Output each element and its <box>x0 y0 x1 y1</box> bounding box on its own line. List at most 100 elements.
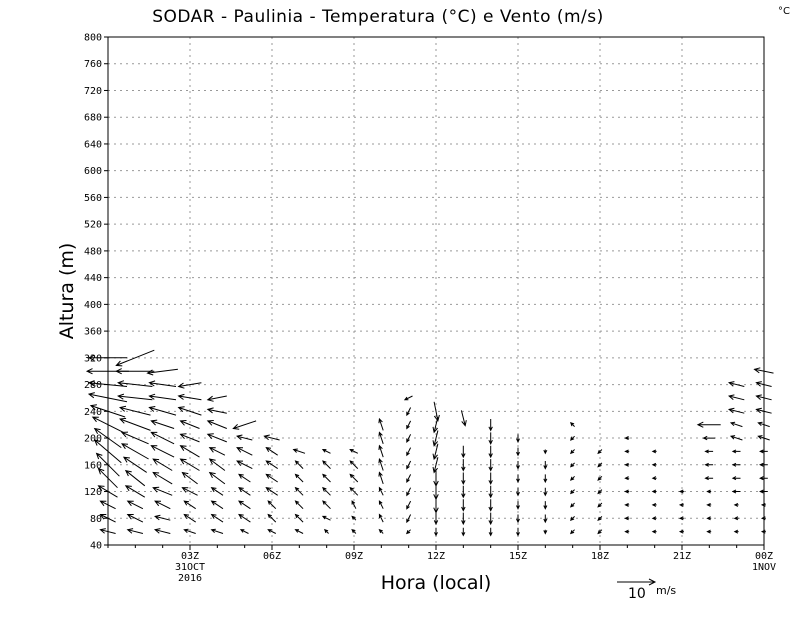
wind-vector-arrow <box>704 462 714 467</box>
x-tick-label: 03Z <box>181 551 199 562</box>
wind-vector-arrow <box>753 367 774 374</box>
wind-vector-arrow <box>461 499 466 512</box>
wind-vector-arrow <box>731 462 741 467</box>
y-tick-label: 760 <box>84 59 102 70</box>
wind-vector-arrow <box>292 448 306 454</box>
wind-vector-arrow <box>322 500 331 510</box>
wind-vector-arrow <box>210 500 224 510</box>
wind-vector-arrow <box>294 513 304 523</box>
wind-vector-arrow <box>117 380 153 387</box>
wind-vector-arrow <box>624 529 630 534</box>
x-axis-label: Hora (local) <box>381 572 492 594</box>
wind-vector-arrow <box>152 486 173 496</box>
wind-vector-arrow <box>406 514 412 524</box>
wind-vector-arrow <box>322 473 331 483</box>
wind-vector-arrow <box>294 529 304 534</box>
reference-vector-value: 10 <box>628 586 646 602</box>
wind-vector-arrow <box>433 401 440 422</box>
y-tick-label: 240 <box>84 407 102 418</box>
wind-vector-arrow <box>351 500 357 509</box>
wind-vector-arrow <box>759 462 768 467</box>
chart-title: SODAR - Paulinia - Temperatura (°C) e Ve… <box>152 7 604 27</box>
wind-vector-arrow <box>406 460 412 470</box>
wind-vector-arrow <box>432 430 439 447</box>
wind-vector-arrow <box>93 427 122 449</box>
wind-vector-arrow <box>624 462 630 467</box>
wind-vector-arrow <box>179 458 200 471</box>
wind-vector-arrow <box>99 500 116 510</box>
wind-vector-arrow <box>434 527 438 537</box>
wind-vector-arrow <box>624 476 630 481</box>
wind-vector-arrow <box>597 516 603 522</box>
y-tick-label: 80 <box>90 514 102 525</box>
wind-vector-arrow <box>91 416 124 433</box>
wind-vector-arrow <box>433 512 439 526</box>
wind-vector-arrow <box>126 528 144 534</box>
wind-vector-arrow <box>760 502 766 507</box>
reference-vector-arrowhead <box>648 578 657 586</box>
x-tick-label: 06Z <box>263 551 281 562</box>
wind-vector-arrow <box>267 513 277 523</box>
wind-vector-arrow <box>378 431 384 444</box>
wind-vector-arrow <box>378 486 384 496</box>
wind-vector-arrow <box>516 434 520 444</box>
wind-vector-arrow <box>210 513 224 523</box>
wind-vector-arrow <box>516 447 520 457</box>
wind-vector-arrow <box>460 410 467 427</box>
x-tick-label: 18Z <box>591 551 609 562</box>
wind-vector-arrow <box>208 471 226 485</box>
wind-vector-arrow <box>755 394 772 401</box>
wind-vector-arrow <box>148 406 177 416</box>
wind-vector-arrow <box>488 459 493 472</box>
wind-vector-arrow <box>206 407 227 414</box>
wind-vector-arrow <box>597 502 603 508</box>
wind-vector-arrow <box>124 469 146 487</box>
wind-vector-arrow <box>406 500 412 510</box>
reference-vector-unit: m/s <box>656 584 676 597</box>
wind-vector-arrow <box>678 502 684 507</box>
wind-vector-arrow <box>206 395 227 402</box>
y-tick-label: 480 <box>84 246 102 257</box>
wind-vector-arrow <box>597 462 603 468</box>
wind-vector-arrow <box>678 516 684 521</box>
wind-vector-arrow <box>702 435 715 441</box>
wind-vector-arrow <box>349 486 359 496</box>
wind-vector-arrow <box>97 467 118 489</box>
wind-vector-arrow <box>349 473 359 483</box>
wind-vector-arrow <box>488 472 493 486</box>
wind-vector-arrow <box>117 393 153 401</box>
wind-vector-arrow <box>760 516 766 521</box>
wind-vector-arrow <box>757 421 770 428</box>
wind-vector-arrow <box>651 502 657 507</box>
y-tick-label: 400 <box>84 300 102 311</box>
wind-vector-arrow <box>87 380 128 387</box>
wind-vector-arrow <box>406 529 411 535</box>
wind-vector-arrow <box>179 445 200 458</box>
wind-vector-arrow <box>597 449 603 455</box>
wind-vector-arrow <box>569 475 575 481</box>
wind-vector-arrow <box>727 381 745 387</box>
wind-vector-arrow <box>238 513 251 523</box>
wind-vector-arrow <box>153 528 171 534</box>
wind-vector-arrow <box>351 515 357 521</box>
x-tick-sublabel: 2016 <box>178 573 202 584</box>
wind-vector-arrow <box>406 434 412 443</box>
y-tick-label: 120 <box>84 487 102 498</box>
wind-vector-arrow <box>543 514 548 524</box>
wind-vector-arrow <box>349 460 359 469</box>
y-tick-label: 40 <box>90 541 102 552</box>
wind-vector-arrow <box>406 447 412 457</box>
x-tick-label: 15Z <box>509 551 527 562</box>
wind-vector-arrow <box>651 516 657 521</box>
wind-vector-arrow <box>236 460 253 470</box>
wind-vector-arrow <box>543 501 548 510</box>
wind-vector-arrow <box>704 449 714 454</box>
wind-vector-arrow <box>597 489 603 495</box>
wind-vector-arrow <box>731 476 741 481</box>
wind-vector-arrow <box>516 487 520 497</box>
wind-vector-arrow <box>179 420 200 429</box>
wind-vector-arrow <box>294 460 304 469</box>
wind-vector-arrow <box>294 473 304 483</box>
